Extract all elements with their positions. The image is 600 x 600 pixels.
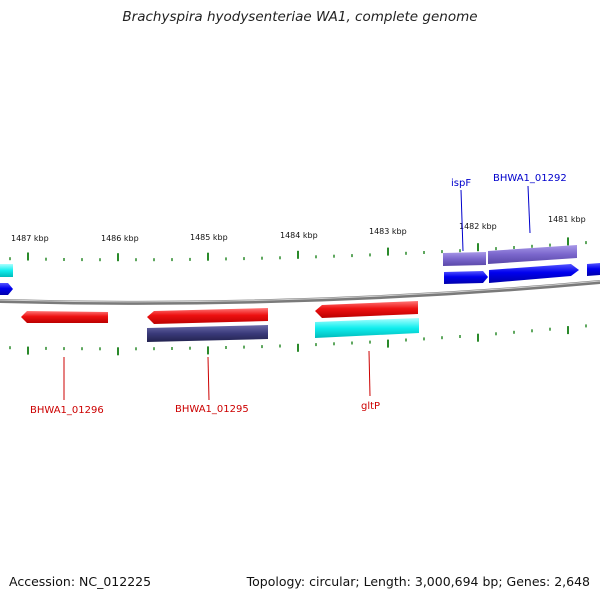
gene-edge-right[interactable]: [587, 263, 600, 276]
inner-ruler-ticks: [9, 324, 587, 356]
gene-edge-cyan[interactable]: [0, 264, 13, 277]
gene-bhwa1-01296[interactable]: [21, 311, 108, 323]
ruler-label: 1481 kbp: [548, 215, 586, 224]
gene-label-gltp[interactable]: gltP: [361, 401, 380, 412]
accession-text: Accession: NC_012225: [9, 574, 152, 589]
cds-bhwa1-01295[interactable]: [147, 325, 268, 342]
rna-gltp[interactable]: [315, 318, 419, 338]
gene-label-bhwa1-01296[interactable]: BHWA1_01296: [30, 405, 104, 416]
map-title: Brachyspira hyodysenteriae WA1, complete…: [122, 9, 478, 25]
ruler-label: 1487 kbp: [11, 234, 49, 243]
leader-line-gltp: [368, 350, 371, 397]
leader-line-bhwa1-01295: [207, 356, 210, 401]
leader-line-ispf: [460, 189, 464, 252]
gene-label-ispf[interactable]: ispF: [451, 178, 471, 189]
gene-bhwa1-01292[interactable]: [489, 264, 579, 283]
gene-ispf[interactable]: [444, 271, 488, 284]
genome-backbone: [0, 280, 600, 305]
leader-line-bhwa1-01292: [527, 185, 531, 234]
gene-bhwa1-01295[interactable]: [147, 308, 268, 324]
gene-label-bhwa1-01295[interactable]: BHWA1_01295: [175, 404, 249, 415]
genome-backbone-highlight: [0, 280, 600, 303]
genome-summary-text: Topology: circular; Length: 3,000,694 bp…: [246, 574, 590, 589]
ruler-label: 1486 kbp: [101, 234, 139, 243]
ruler-label: 1485 kbp: [190, 233, 228, 242]
ruler-label: 1482 kbp: [459, 222, 497, 231]
outer-ruler-ticks: [9, 237, 587, 262]
ruler-label: 1483 kbp: [369, 227, 407, 236]
gene-gltp[interactable]: [315, 301, 418, 318]
cds-bhwa1-01292[interactable]: [488, 245, 577, 264]
gene-edge-blue[interactable]: [0, 283, 13, 295]
gene-label-bhwa1-01292[interactable]: BHWA1_01292: [493, 173, 567, 184]
cds-ispf[interactable]: [443, 252, 486, 266]
ruler-label: 1484 kbp: [280, 231, 318, 240]
